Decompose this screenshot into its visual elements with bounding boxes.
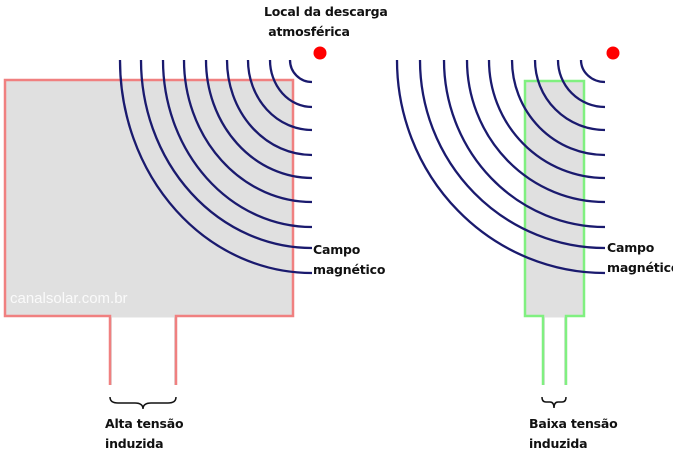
field-line	[246, 59, 313, 132]
voltage-label-line2: induzida	[529, 436, 588, 451]
field-label-line1: Campo	[607, 240, 655, 255]
voltage-label-line1: Alta tensão	[105, 416, 184, 431]
voltage-label-left: Alta tensão induzida	[105, 414, 184, 454]
field-line	[465, 59, 606, 204]
magnetic-field-lines-right	[395, 59, 606, 275]
voltage-label-line2: induzida	[105, 436, 164, 451]
field-line	[288, 59, 313, 84]
lightning-strike-point-right	[606, 46, 620, 60]
strike-label-line1: Local da descarga	[264, 4, 388, 19]
field-line	[268, 59, 313, 109]
field-line	[182, 59, 313, 204]
field-line	[139, 59, 313, 250]
brace-right	[541, 396, 567, 409]
large-loop-outline	[3, 78, 295, 385]
field-line	[204, 59, 313, 180]
field-line	[487, 59, 606, 180]
field-label-line2: magnético	[607, 260, 673, 275]
voltage-label-line1: Baixa tensão	[529, 416, 618, 431]
field-label-right: Campo magnético	[607, 238, 673, 278]
field-label-line2: magnético	[313, 262, 386, 277]
field-line	[579, 59, 606, 84]
strike-label-line2: atmosférica	[268, 24, 350, 39]
brace-left	[109, 396, 177, 410]
field-line	[118, 59, 313, 275]
field-line	[510, 59, 606, 157]
field-line	[225, 59, 313, 157]
field-line	[395, 59, 606, 275]
field-line	[418, 59, 606, 250]
field-line	[161, 59, 313, 229]
magnetic-field-lines-left	[118, 59, 313, 275]
watermark: canalsolar.com.br	[10, 290, 128, 307]
field-label-left: Campo magnético	[313, 240, 385, 280]
field-label-line1: Campo	[313, 242, 361, 257]
strike-label: Local da descarga atmosférica	[264, 2, 388, 42]
field-line	[533, 59, 606, 132]
lightning-strike-point-left	[313, 46, 327, 60]
field-line	[442, 59, 606, 229]
voltage-label-right: Baixa tensão induzida	[529, 414, 618, 454]
field-line	[556, 59, 606, 109]
